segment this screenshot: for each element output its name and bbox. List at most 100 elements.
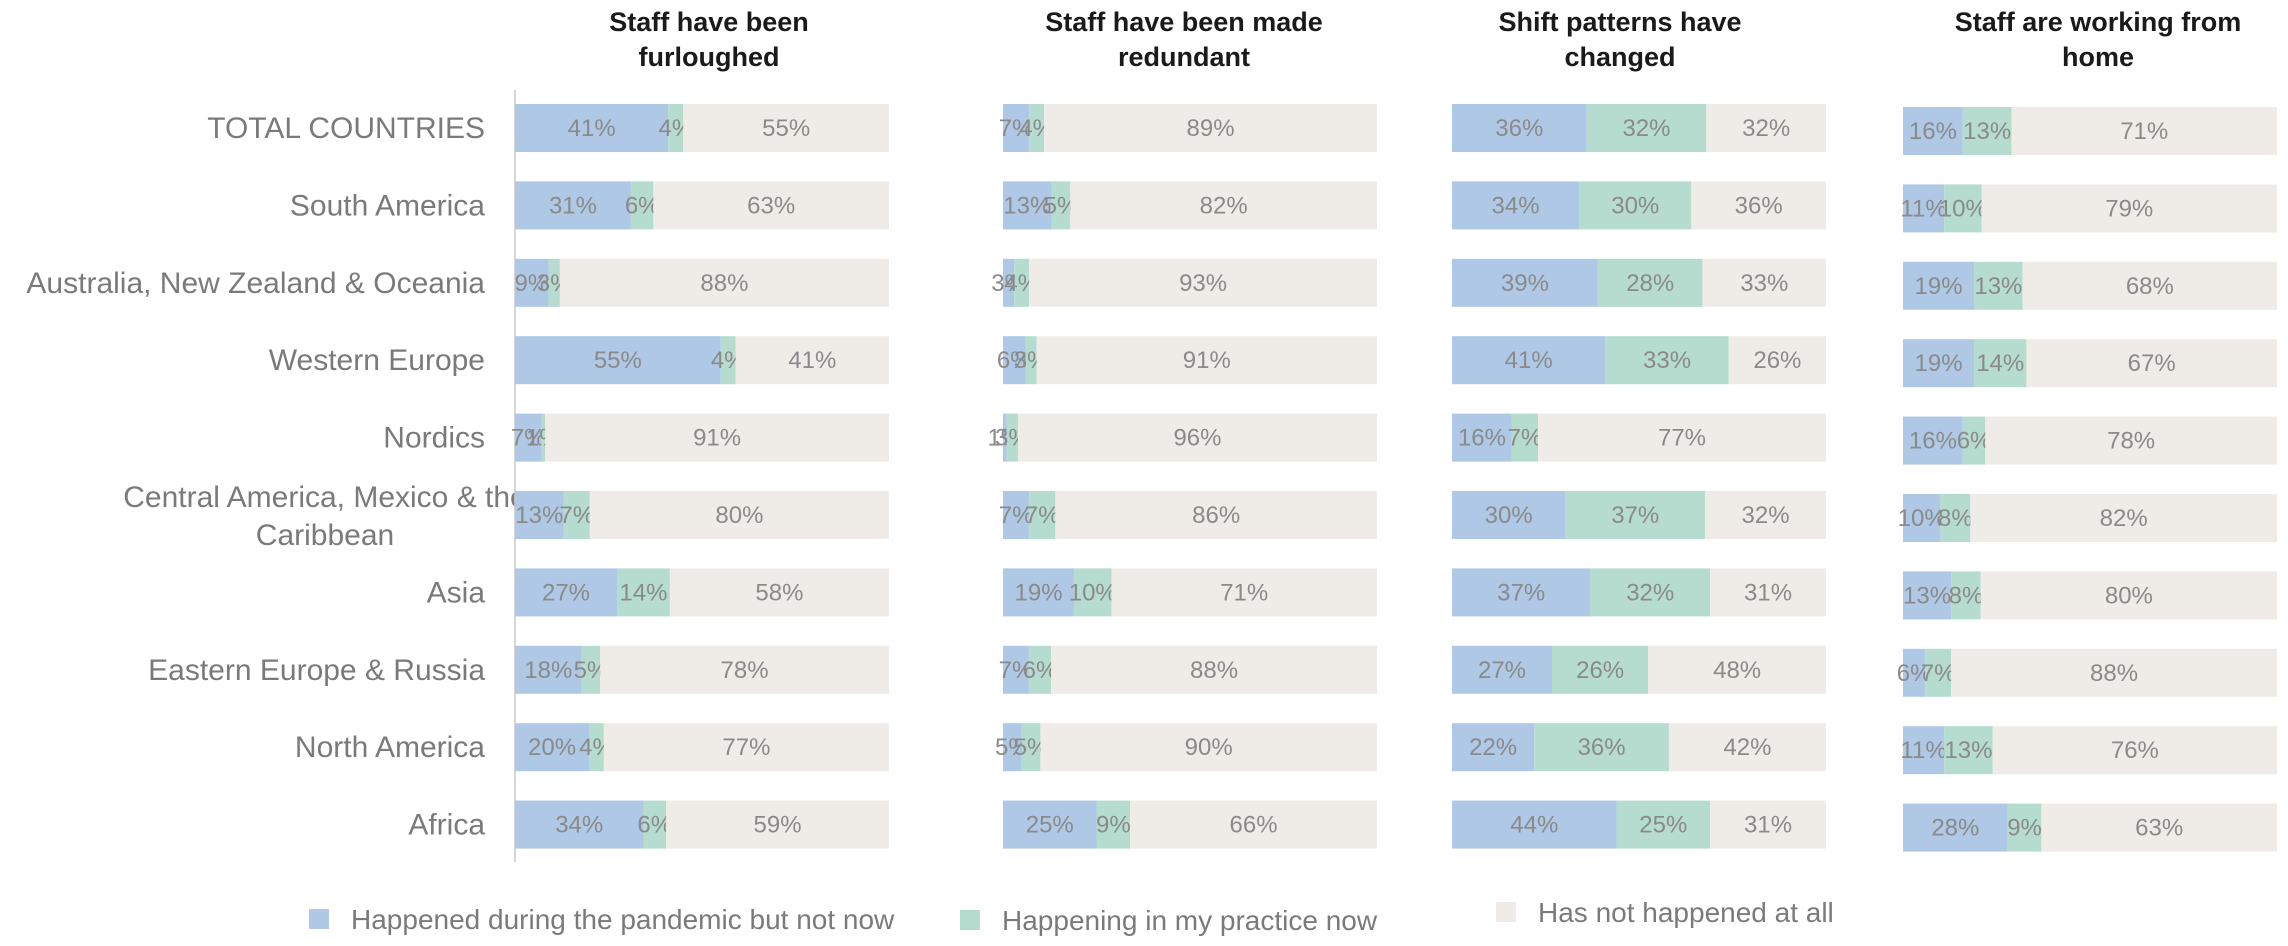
bar-segment	[1903, 184, 1945, 233]
data-label: 67%	[2128, 350, 2176, 377]
panel-title: Staff have been made redundant	[1045, 7, 1323, 72]
bar-segment	[1565, 491, 1706, 539]
bar-segment	[1903, 494, 1941, 542]
bar-segment	[515, 723, 590, 772]
bar-segment	[668, 104, 684, 152]
bar-segment	[653, 181, 889, 230]
bar-segment	[720, 336, 736, 385]
bar-segment	[1903, 416, 1963, 465]
data-label: 41%	[568, 115, 616, 142]
data-label: 82%	[2100, 505, 2148, 532]
bar-segment	[563, 491, 590, 539]
data-label: 31%	[1744, 579, 1792, 606]
data-label: 16%	[1909, 118, 1957, 145]
bar-segment	[1452, 336, 1606, 385]
bar-segment	[1940, 494, 1971, 542]
data-label: 25%	[1639, 812, 1687, 839]
data-label: 36%	[1735, 192, 1783, 219]
bar-segment	[683, 104, 889, 152]
category-label: Eastern Europe & Russia	[148, 654, 485, 687]
legend-label: Has not happened at all	[1538, 897, 1834, 928]
data-label: 66%	[1230, 812, 1278, 839]
data-label: 7%	[559, 502, 594, 529]
bar-segment	[515, 491, 564, 539]
bar-segment	[1728, 336, 1826, 385]
bar-segment	[1040, 723, 1377, 772]
data-label: 32%	[1622, 115, 1670, 142]
data-label: 7%	[511, 425, 546, 452]
data-label: 42%	[1723, 734, 1771, 761]
bar-segment	[1903, 261, 1975, 310]
bar-segment	[1003, 413, 1007, 462]
bar-segment	[1006, 413, 1018, 462]
data-label: 55%	[762, 115, 810, 142]
data-label: 7%	[999, 115, 1034, 142]
bar-segment	[1003, 104, 1030, 152]
bar-segment	[1668, 723, 1826, 772]
data-label: 41%	[1505, 347, 1553, 374]
bar-segment	[1511, 413, 1539, 462]
bar-segment	[1648, 645, 1826, 694]
bar-segment	[1985, 416, 2277, 465]
bar-segment	[515, 258, 549, 307]
data-label: 79%	[2105, 195, 2153, 222]
bar-segment	[643, 800, 667, 849]
bar-segment	[1951, 571, 1981, 620]
data-label: 77%	[1658, 425, 1706, 452]
bar-segment	[1014, 258, 1030, 307]
data-label: 88%	[1190, 657, 1238, 684]
data-label: 86%	[1192, 502, 1240, 529]
data-label: 71%	[1220, 579, 1268, 606]
category-label: Western Europe	[269, 344, 485, 377]
data-label: 13%	[1963, 118, 2011, 145]
bar-segment	[1903, 648, 1926, 697]
legend-label: Happening in my practice now	[1002, 905, 1378, 936]
bar-segment	[1003, 491, 1030, 539]
category-label: South America	[290, 189, 485, 222]
data-label: 31%	[1744, 812, 1792, 839]
data-label: 19%	[1015, 579, 1063, 606]
bar-segment	[1452, 491, 1566, 539]
data-label: 33%	[1643, 347, 1691, 374]
data-label: 91%	[693, 425, 741, 452]
bar-segment	[1051, 181, 1071, 230]
data-label: 78%	[721, 657, 769, 684]
bar-segment	[735, 336, 889, 385]
data-label: 7%	[1508, 425, 1543, 452]
bar-segment	[1551, 645, 1649, 694]
data-label: 63%	[2135, 815, 2183, 842]
bar-segment	[1003, 800, 1097, 849]
data-label: 31%	[549, 192, 597, 219]
bar-segment	[1538, 413, 1826, 462]
bar-segment	[1706, 104, 1826, 152]
bar-segment	[1021, 723, 1041, 772]
bar-segment	[1962, 416, 1986, 465]
data-label: 28%	[1931, 815, 1979, 842]
data-label: 16%	[1909, 428, 1957, 455]
category-label: Nordics	[383, 422, 485, 455]
bar-segment	[545, 413, 889, 462]
bar-segment	[1691, 181, 1826, 230]
category-label: Central America, Mexico & the Caribbean	[123, 481, 527, 552]
category-label: Africa	[408, 809, 485, 842]
bar-segment	[1130, 800, 1377, 849]
data-label: 96%	[1173, 425, 1221, 452]
bar-segment	[1452, 723, 1535, 772]
bar-segment	[2022, 261, 2277, 310]
data-label: 37%	[1611, 502, 1659, 529]
bar-segment	[1981, 184, 2277, 233]
data-label: 14%	[619, 579, 667, 606]
panel-title: Shift patterns have changed	[1498, 7, 1741, 72]
bar-segment	[1903, 107, 1963, 155]
bar-segment	[1070, 181, 1377, 230]
category-label: Asia	[427, 576, 486, 609]
data-label: 8%	[1938, 505, 1973, 532]
bar-segment	[1028, 645, 1052, 694]
data-label: 13%	[1944, 737, 1992, 764]
bar-segment	[1951, 648, 2277, 697]
bar-segment	[1903, 726, 1945, 775]
data-label: 19%	[1915, 273, 1963, 300]
bar-segment	[1944, 184, 1982, 233]
data-label: 34%	[555, 812, 603, 839]
